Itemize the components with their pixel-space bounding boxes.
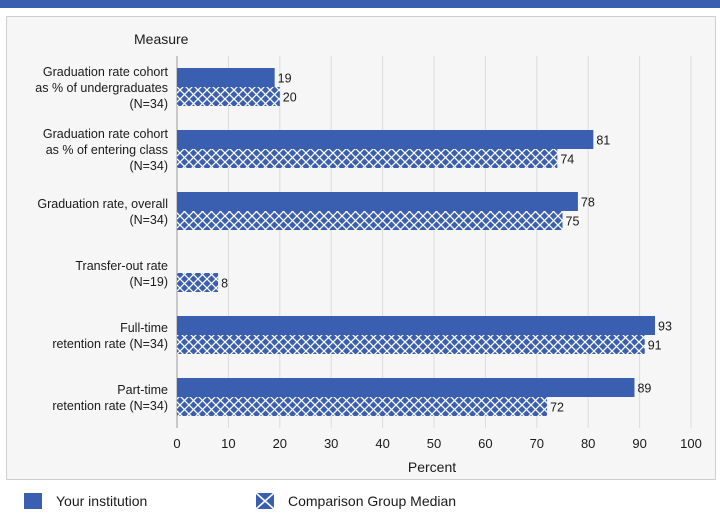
data-label: 20	[283, 91, 297, 105]
legend-label: Comparison Group Median	[288, 493, 457, 509]
data-label: 78	[581, 196, 595, 210]
legend: Your institution Comparison Group Median	[0, 486, 720, 514]
x-axis-title: Percent	[408, 459, 456, 475]
category-label: Full-time retention rate (N=34)	[52, 321, 168, 351]
data-label: 81	[596, 134, 610, 148]
category-label: Graduation rate cohort as % of entering c…	[43, 127, 169, 173]
data-label: 19	[278, 72, 292, 86]
bar-comparison-median	[177, 211, 563, 230]
data-label: 89	[637, 382, 651, 396]
legend-item-your-institution: Your institution	[24, 492, 147, 510]
bar-your-institution	[177, 192, 578, 211]
bar-comparison-median	[177, 397, 548, 416]
bar-comparison-median	[177, 335, 645, 354]
bar-your-institution	[177, 68, 275, 87]
legend-swatch-solid	[24, 493, 42, 509]
category-label: Graduation rate cohort as % of undergradu…	[35, 65, 168, 111]
x-tick-label: 100	[680, 436, 702, 451]
legend-label: Your institution	[56, 493, 148, 509]
data-label: 91	[648, 339, 662, 353]
x-tick-label: 50	[427, 436, 441, 451]
x-tick-label: 60	[478, 436, 492, 451]
category-label: Part-time retention rate (N=34)	[52, 383, 168, 413]
data-label: 8	[221, 277, 228, 291]
bar-comparison-median	[177, 87, 280, 106]
y-axis-header: Measure	[134, 31, 189, 47]
data-label: 93	[658, 320, 672, 334]
bar-your-institution	[177, 378, 635, 397]
bar-comparison-median	[177, 149, 558, 168]
x-tick-label: 10	[221, 436, 235, 451]
x-tick-label: 40	[375, 436, 389, 451]
category-label: Transfer-out rate (N=19)	[75, 259, 168, 289]
bar-comparison-median	[177, 273, 219, 292]
x-tick-label: 80	[581, 436, 595, 451]
data-label: 75	[566, 215, 580, 229]
data-label: 74	[560, 153, 574, 167]
legend-swatch-crosshatch	[256, 493, 274, 509]
x-tick-label: 0	[173, 436, 180, 451]
x-tick-label: 30	[324, 436, 338, 451]
category-label: Graduation rate, overall (N=34)	[37, 197, 168, 227]
x-tick-label: 70	[530, 436, 544, 451]
bar-your-institution	[177, 130, 594, 149]
legend-item-comparison-median: Comparison Group Median	[256, 492, 456, 510]
x-tick-label: 90	[632, 436, 646, 451]
bar-your-institution	[177, 316, 656, 335]
data-label: 72	[550, 401, 564, 415]
x-tick-label: 20	[273, 436, 287, 451]
header-rule	[0, 0, 720, 8]
